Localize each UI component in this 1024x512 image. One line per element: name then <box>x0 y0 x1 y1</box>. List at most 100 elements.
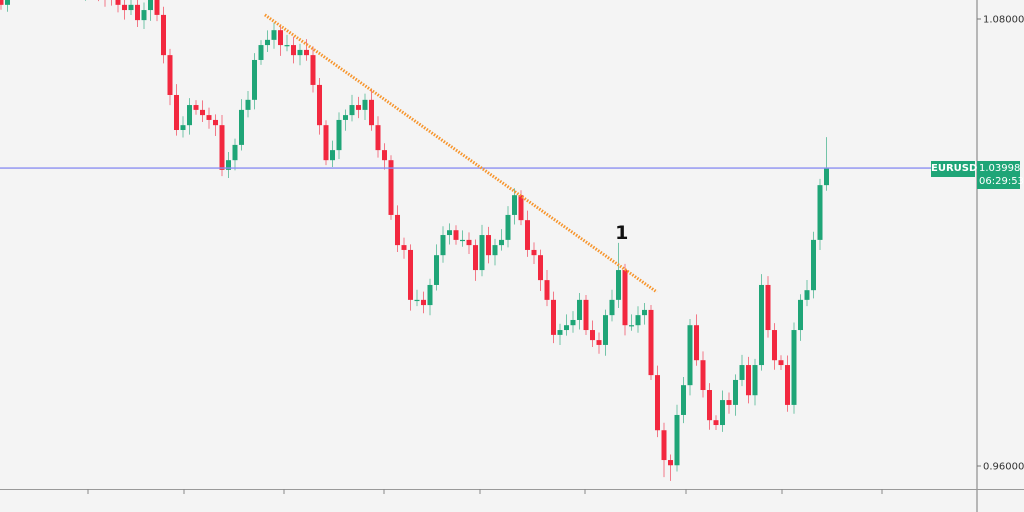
candle-up[interactable] <box>817 178 823 251</box>
candle-up[interactable] <box>271 22 277 49</box>
candle-down[interactable] <box>317 78 322 135</box>
candle-up[interactable] <box>752 358 758 406</box>
candle-down[interactable] <box>583 294 589 335</box>
candle-down[interactable] <box>655 365 660 438</box>
candle-down[interactable] <box>707 383 712 430</box>
candle-up[interactable] <box>759 274 764 371</box>
candle-down[interactable] <box>700 351 706 398</box>
candle-down[interactable] <box>200 100 205 122</box>
candle-down[interactable] <box>668 454 673 481</box>
candle-down[interactable] <box>115 0 121 13</box>
candle-down[interactable] <box>661 422 667 478</box>
candle-up[interactable] <box>447 223 452 245</box>
candle-down[interactable] <box>466 232 472 254</box>
candle-up[interactable] <box>434 244 439 291</box>
candle-up[interactable] <box>557 323 563 346</box>
candle-up[interactable] <box>239 99 244 151</box>
candle-down[interactable] <box>174 84 179 136</box>
candle-down[interactable] <box>713 415 719 430</box>
candle-up[interactable] <box>83 0 88 1</box>
candle-up[interactable] <box>141 2 147 29</box>
candle-up[interactable] <box>720 390 725 432</box>
candle-down[interactable] <box>518 190 524 226</box>
candle-up[interactable] <box>635 306 641 333</box>
candle-up[interactable] <box>674 404 680 472</box>
candle-up[interactable] <box>642 303 647 325</box>
candle-up[interactable] <box>791 322 797 414</box>
candle-up[interactable] <box>616 242 621 309</box>
candle-down[interactable] <box>785 355 790 412</box>
candle-down[interactable] <box>154 0 160 22</box>
candle-down[interactable] <box>408 244 413 311</box>
trendline[interactable] <box>264 13 658 294</box>
candle-up[interactable] <box>284 34 290 52</box>
candle-up[interactable] <box>427 278 433 316</box>
candle-up[interactable] <box>5 0 10 12</box>
candle-down[interactable] <box>401 237 407 259</box>
candle-down[interactable] <box>135 0 140 28</box>
candle-up[interactable] <box>609 289 615 322</box>
candle-down[interactable] <box>96 0 101 2</box>
candle-down[interactable] <box>291 36 296 64</box>
candle-down[interactable] <box>765 276 771 338</box>
candle-up[interactable] <box>232 138 238 171</box>
candle-down[interactable] <box>103 0 108 7</box>
candle-up[interactable] <box>252 53 257 110</box>
candle-down[interactable] <box>726 392 732 414</box>
candle-up[interactable] <box>362 93 368 121</box>
candle-down[interactable] <box>213 114 218 136</box>
candle-up[interactable] <box>330 140 335 168</box>
candle-up[interactable] <box>460 230 465 247</box>
candle-up[interactable] <box>245 90 251 118</box>
candle-down[interactable] <box>778 355 784 370</box>
candle-up[interactable] <box>265 30 270 52</box>
candle-down[interactable] <box>473 239 478 281</box>
candle-up[interactable] <box>180 116 186 138</box>
candle-down[interactable] <box>538 249 543 291</box>
candle-down[interactable] <box>323 120 329 166</box>
candle-up[interactable] <box>499 229 504 251</box>
candle-down[interactable] <box>206 107 212 129</box>
candle-up[interactable] <box>687 318 693 396</box>
candle-down[interactable] <box>369 89 374 131</box>
candle-up[interactable] <box>681 376 686 424</box>
candle-down[interactable] <box>622 263 628 336</box>
candle-down[interactable] <box>193 100 199 115</box>
candle-down[interactable] <box>382 143 387 170</box>
candle-down[interactable] <box>161 6 166 64</box>
candle-up[interactable] <box>226 151 231 179</box>
candle-up[interactable] <box>258 40 264 65</box>
candle-up[interactable] <box>148 0 153 21</box>
candle-down[interactable] <box>551 291 556 344</box>
candle-down[interactable] <box>395 205 400 252</box>
candle-up[interactable] <box>336 112 342 159</box>
candle-down[interactable] <box>544 269 550 307</box>
candle-up[interactable] <box>603 309 608 356</box>
candle-down[interactable] <box>388 155 394 220</box>
candle-down[interactable] <box>525 210 530 257</box>
candle-up[interactable] <box>492 238 498 266</box>
candle-down[interactable] <box>590 320 595 347</box>
candle-up[interactable] <box>349 94 355 122</box>
candle-down[interactable] <box>310 46 316 93</box>
candle-up[interactable] <box>343 109 348 131</box>
candle-down[interactable] <box>0 0 4 10</box>
candle-down[interactable] <box>219 115 225 177</box>
candle-up[interactable] <box>733 374 738 416</box>
candle-up[interactable] <box>440 226 446 263</box>
candle-up[interactable] <box>512 188 517 225</box>
candle-up[interactable] <box>824 137 829 191</box>
candle-up[interactable] <box>804 280 810 307</box>
candle-up[interactable] <box>629 314 634 331</box>
candle-down[interactable] <box>304 39 309 61</box>
candle-up[interactable] <box>479 224 485 277</box>
candle-up[interactable] <box>577 292 582 330</box>
candle-up[interactable] <box>187 98 192 135</box>
candle-down[interactable] <box>648 305 654 381</box>
candle-down[interactable] <box>596 332 602 354</box>
candle-up[interactable] <box>811 231 816 299</box>
price-axis[interactable]: 1.08000 0.96000 <box>977 15 1024 473</box>
candle-down[interactable] <box>109 0 114 6</box>
candle-down[interactable] <box>278 24 283 56</box>
